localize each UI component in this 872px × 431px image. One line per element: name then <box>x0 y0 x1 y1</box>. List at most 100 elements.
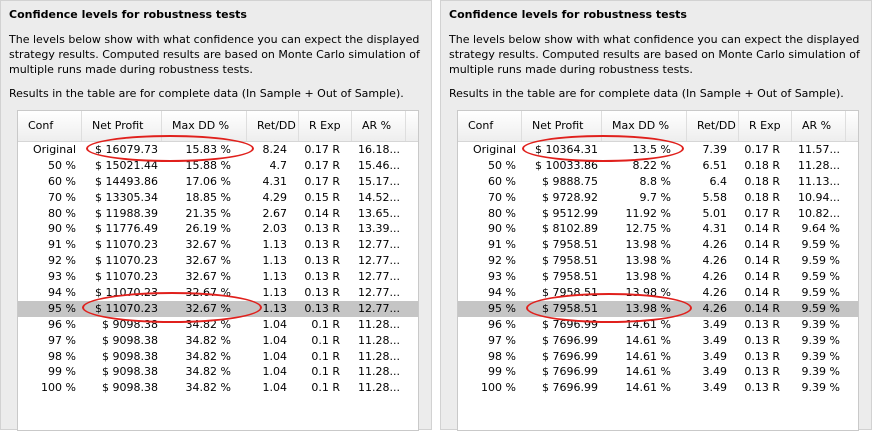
net-profit-cell: $ 10033.86 <box>535 158 598 172</box>
table-row[interactable]: 97 % $ 9098.38 34.82 % 1.04 0.1 R 11.28... <box>18 333 418 349</box>
ret-dd-cell: 4.29 <box>262 190 288 204</box>
table-row[interactable]: 90 % $ 8102.89 12.75 % 4.31 0.14 R 9.64 % <box>458 221 858 237</box>
net-profit-cell: $ 7696.99 <box>542 333 598 347</box>
table-row[interactable]: 70 % $ 13305.34 18.85 % 4.29 0.15 R 14.52... <box>18 190 418 206</box>
conf-cell: 50 % <box>48 158 76 172</box>
table-row[interactable]: 98 % $ 7696.99 14.61 % 3.49 0.13 R 9.39 % <box>458 349 858 365</box>
max-dd-cell: 34.82 % <box>185 365 231 379</box>
panel-description: The levels below show with what confiden… <box>9 33 420 76</box>
ret-dd-cell: 2.67 <box>262 206 288 220</box>
max-dd-cell: 32.67 % <box>185 301 231 315</box>
table-row[interactable]: 80 % $ 11988.39 21.35 % 2.67 0.14 R 13.65... <box>18 206 418 222</box>
table-row[interactable]: 93 % $ 11070.23 32.67 % 1.13 0.13 R 12.77... <box>18 269 418 285</box>
column-header-r-exp[interactable]: R Exp <box>739 111 792 141</box>
table-row[interactable]: 94 % $ 11070.23 32.67 % 1.13 0.13 R 12.77... <box>18 285 418 301</box>
net-profit-cell: $ 11070.23 <box>95 270 158 284</box>
table-row[interactable]: 91 % $ 11070.23 32.67 % 1.13 0.13 R 12.77... <box>18 237 418 253</box>
ar-cell: 9.39 % <box>801 333 840 347</box>
table-row[interactable]: Original $ 10364.31 13.5 % 7.39 0.17 R 11.57.… <box>458 142 858 158</box>
column-header-ret-dd[interactable]: Ret/DD <box>687 111 739 141</box>
net-profit-cell: $ 8102.89 <box>542 222 598 236</box>
ar-cell: 11.28... <box>358 333 400 347</box>
column-header-ar[interactable]: AR % <box>352 111 406 141</box>
conf-cell: 93 % <box>488 270 516 284</box>
ar-cell: 9.64 % <box>801 222 840 236</box>
net-profit-cell: $ 9098.38 <box>102 333 158 347</box>
max-dd-cell: 8.22 % <box>632 158 671 172</box>
max-dd-cell: 11.92 % <box>625 206 671 220</box>
ret-dd-cell: 4.31 <box>702 222 728 236</box>
ret-dd-cell: 4.26 <box>702 238 728 252</box>
ar-cell: 11.28... <box>358 381 400 395</box>
r-exp-cell: 0.17 R <box>304 143 340 156</box>
net-profit-cell: $ 14493.86 <box>95 174 158 188</box>
r-exp-cell: 0.1 R <box>311 381 340 395</box>
net-profit-cell: $ 7696.99 <box>542 365 598 379</box>
table-row[interactable]: 60 % $ 14493.86 17.06 % 4.31 0.17 R 15.17... <box>18 174 418 190</box>
table-row[interactable]: Original $ 16079.73 15.83 % 8.24 0.17 R 16.18… <box>18 142 418 158</box>
table-row[interactable]: 97 % $ 7696.99 14.61 % 3.49 0.13 R 9.39 % <box>458 333 858 349</box>
table-header: Conf Net Profit Max DD % Ret/DD R Exp AR… <box>18 111 418 142</box>
table-row[interactable]: 90 % $ 11776.49 26.19 % 2.03 0.13 R 13.39... <box>18 221 418 237</box>
confidence-table[interactable]: Conf Net Profit Max DD % Ret/DD R Exp AR… <box>457 110 859 431</box>
column-header-conf[interactable]: Conf <box>458 111 522 141</box>
conf-cell: 70 % <box>488 190 516 204</box>
table-row[interactable]: 94 % $ 7958.51 13.98 % 4.26 0.14 R 9.59 % <box>458 285 858 301</box>
column-header-max-dd[interactable]: Max DD % <box>162 111 247 141</box>
table-row[interactable]: 50 % $ 15021.44 15.88 % 4.7 0.17 R 15.46... <box>18 158 418 174</box>
column-header-r-exp[interactable]: R Exp <box>299 111 352 141</box>
ret-dd-cell: 1.13 <box>262 254 288 268</box>
max-dd-cell: 15.88 % <box>185 158 231 172</box>
confidence-table[interactable]: Conf Net Profit Max DD % Ret/DD R Exp AR… <box>17 110 419 431</box>
conf-cell: 97 % <box>48 333 76 347</box>
r-exp-cell: 0.1 R <box>311 349 340 363</box>
max-dd-cell: 14.61 % <box>625 349 671 363</box>
column-header-conf[interactable]: Conf <box>18 111 82 141</box>
column-header-max-dd[interactable]: Max DD % <box>602 111 687 141</box>
table-row[interactable]: 80 % $ 9512.99 11.92 % 5.01 0.17 R 10.82... <box>458 206 858 222</box>
max-dd-cell: 9.7 % <box>639 190 671 204</box>
table-row[interactable]: 99 % $ 7696.99 14.61 % 3.49 0.13 R 9.39 % <box>458 364 858 380</box>
table-row[interactable]: 95 % $ 7958.51 13.98 % 4.26 0.14 R 9.59 % <box>458 300 858 317</box>
ret-dd-cell: 1.13 <box>262 270 288 284</box>
conf-cell: 91 % <box>488 238 516 252</box>
ar-cell: 15.46... <box>358 158 400 172</box>
max-dd-cell: 34.82 % <box>185 317 231 331</box>
net-profit-cell: $ 9098.38 <box>102 349 158 363</box>
panel-title: Confidence levels for robustness tests <box>449 8 687 21</box>
table-row[interactable]: 92 % $ 11070.23 32.67 % 1.13 0.13 R 12.77... <box>18 253 418 269</box>
table-row[interactable]: 99 % $ 9098.38 34.82 % 1.04 0.1 R 11.28... <box>18 364 418 380</box>
ret-dd-cell: 4.26 <box>702 286 728 300</box>
table-row[interactable]: 96 % $ 7696.99 14.61 % 3.49 0.13 R 9.39 % <box>458 317 858 333</box>
table-row[interactable]: 100 % $ 9098.38 34.82 % 1.04 0.1 R 11.28... <box>18 380 418 396</box>
conf-cell: 97 % <box>488 333 516 347</box>
ar-cell: 9.59 % <box>801 286 840 300</box>
ret-dd-cell: 1.13 <box>262 286 288 300</box>
table-row[interactable]: 93 % $ 7958.51 13.98 % 4.26 0.14 R 9.59 % <box>458 269 858 285</box>
table-row[interactable]: 95 % $ 11070.23 32.67 % 1.13 0.13 R 12.77... <box>18 300 418 317</box>
conf-cell: 90 % <box>48 222 76 236</box>
net-profit-cell: $ 11070.23 <box>95 301 158 315</box>
table-row[interactable]: 96 % $ 9098.38 34.82 % 1.04 0.1 R 11.28... <box>18 317 418 333</box>
ar-cell: 9.59 % <box>801 238 840 252</box>
max-dd-cell: 32.67 % <box>185 254 231 268</box>
table-row[interactable]: 91 % $ 7958.51 13.98 % 4.26 0.14 R 9.59 % <box>458 237 858 253</box>
ar-cell: 9.39 % <box>801 381 840 395</box>
table-row[interactable]: 70 % $ 9728.92 9.7 % 5.58 0.18 R 10.94... <box>458 190 858 206</box>
max-dd-cell: 26.19 % <box>185 222 231 236</box>
table-row[interactable]: 100 % $ 7696.99 14.61 % 3.49 0.13 R 9.39 % <box>458 380 858 396</box>
column-header-net-profit[interactable]: Net Profit <box>82 111 162 141</box>
table-row[interactable]: 50 % $ 10033.86 8.22 % 6.51 0.18 R 11.28... <box>458 158 858 174</box>
conf-cell: 96 % <box>48 317 76 331</box>
column-header-ret-dd[interactable]: Ret/DD <box>247 111 299 141</box>
r-exp-cell: 0.14 R <box>744 270 780 284</box>
r-exp-cell: 0.13 R <box>304 238 340 252</box>
table-row[interactable]: 98 % $ 9098.38 34.82 % 1.04 0.1 R 11.28... <box>18 349 418 365</box>
max-dd-cell: 34.82 % <box>185 333 231 347</box>
net-profit-cell: $ 9098.38 <box>102 365 158 379</box>
column-header-ar[interactable]: AR % <box>792 111 846 141</box>
table-row[interactable]: 60 % $ 9888.75 8.8 % 6.4 0.18 R 11.13... <box>458 174 858 190</box>
column-header-net-profit[interactable]: Net Profit <box>522 111 602 141</box>
table-row[interactable]: 92 % $ 7958.51 13.98 % 4.26 0.14 R 9.59 % <box>458 253 858 269</box>
r-exp-cell: 0.18 R <box>744 158 780 172</box>
